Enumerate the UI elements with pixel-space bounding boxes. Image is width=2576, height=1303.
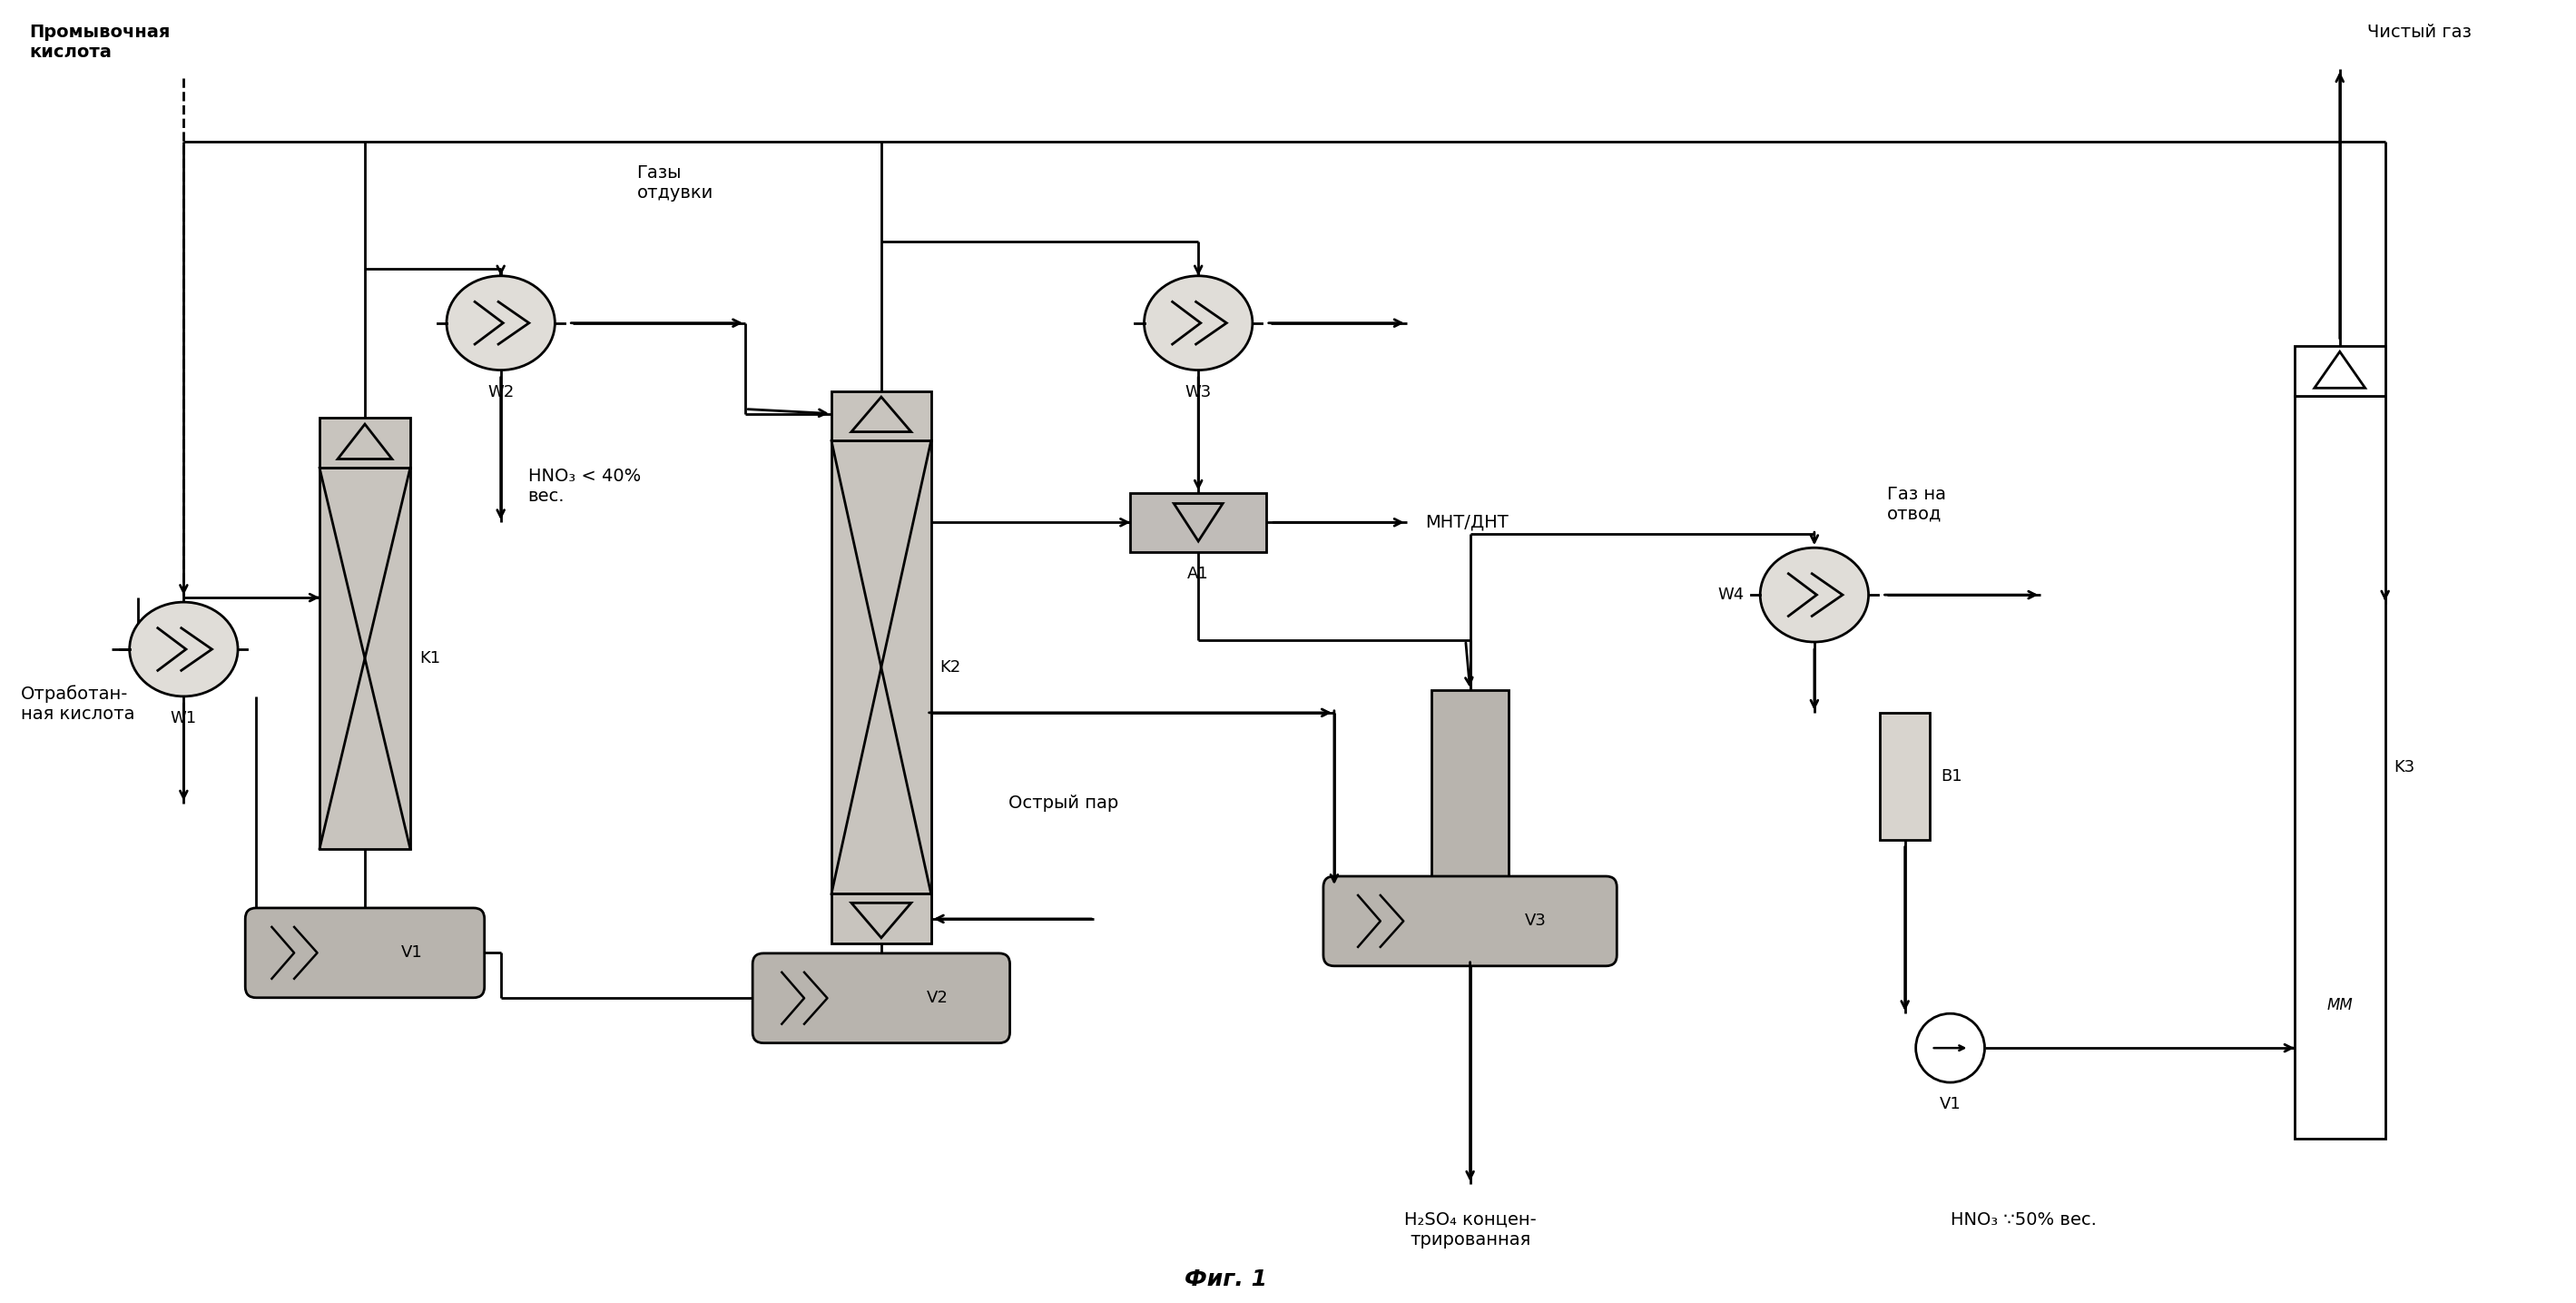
Text: HNO₃ ∵50% вес.: HNO₃ ∵50% вес. bbox=[1950, 1210, 2097, 1229]
FancyBboxPatch shape bbox=[245, 908, 484, 998]
Text: МНТ/ДНТ: МНТ/ДНТ bbox=[1425, 513, 1507, 532]
Text: W3: W3 bbox=[1185, 383, 1211, 400]
Bar bbox=[1131, 493, 1267, 551]
Text: W2: W2 bbox=[487, 383, 515, 400]
Bar bbox=[1880, 713, 1929, 839]
Bar bbox=[832, 391, 930, 440]
Bar bbox=[832, 440, 930, 894]
Text: V1: V1 bbox=[402, 945, 422, 962]
Circle shape bbox=[1917, 1014, 1984, 1083]
Text: K3: K3 bbox=[2393, 758, 2416, 775]
Bar bbox=[319, 418, 410, 468]
Text: Острый пар: Острый пар bbox=[1007, 795, 1118, 812]
Text: K1: K1 bbox=[420, 650, 440, 666]
Bar bbox=[832, 894, 930, 943]
Bar bbox=[2295, 345, 2385, 396]
Ellipse shape bbox=[446, 276, 554, 370]
Text: Промывочная
кислота: Промывочная кислота bbox=[31, 23, 170, 61]
Text: HNO₃ < 40%
вес.: HNO₃ < 40% вес. bbox=[528, 468, 641, 504]
Ellipse shape bbox=[1759, 547, 1868, 642]
Text: V3: V3 bbox=[1525, 913, 1546, 929]
Ellipse shape bbox=[1144, 276, 1252, 370]
Text: V1: V1 bbox=[1940, 1096, 1960, 1113]
Text: Газы
отдувки: Газы отдувки bbox=[636, 164, 714, 202]
Text: MM: MM bbox=[2326, 997, 2352, 1012]
FancyBboxPatch shape bbox=[752, 954, 1010, 1042]
Text: Газ на
отвод: Газ на отвод bbox=[1886, 486, 1945, 523]
Text: H₂SO₄ концен-
трированная: H₂SO₄ концен- трированная bbox=[1404, 1210, 1535, 1248]
Text: K2: K2 bbox=[940, 659, 961, 675]
FancyBboxPatch shape bbox=[1324, 876, 1618, 966]
Text: Чистый газ: Чистый газ bbox=[2367, 23, 2470, 42]
Text: A1: A1 bbox=[1188, 566, 1208, 581]
Bar bbox=[1432, 691, 1510, 890]
Bar bbox=[319, 468, 410, 848]
Text: V2: V2 bbox=[927, 990, 948, 1006]
Text: W4: W4 bbox=[1718, 586, 1744, 603]
Text: Отработан-
ная кислота: Отработан- ная кислота bbox=[21, 684, 134, 723]
Text: B1: B1 bbox=[1940, 767, 1963, 784]
Ellipse shape bbox=[129, 602, 237, 696]
Bar bbox=[2295, 396, 2385, 1139]
Text: Фиг. 1: Фиг. 1 bbox=[1185, 1268, 1267, 1290]
Text: W1: W1 bbox=[170, 710, 196, 726]
